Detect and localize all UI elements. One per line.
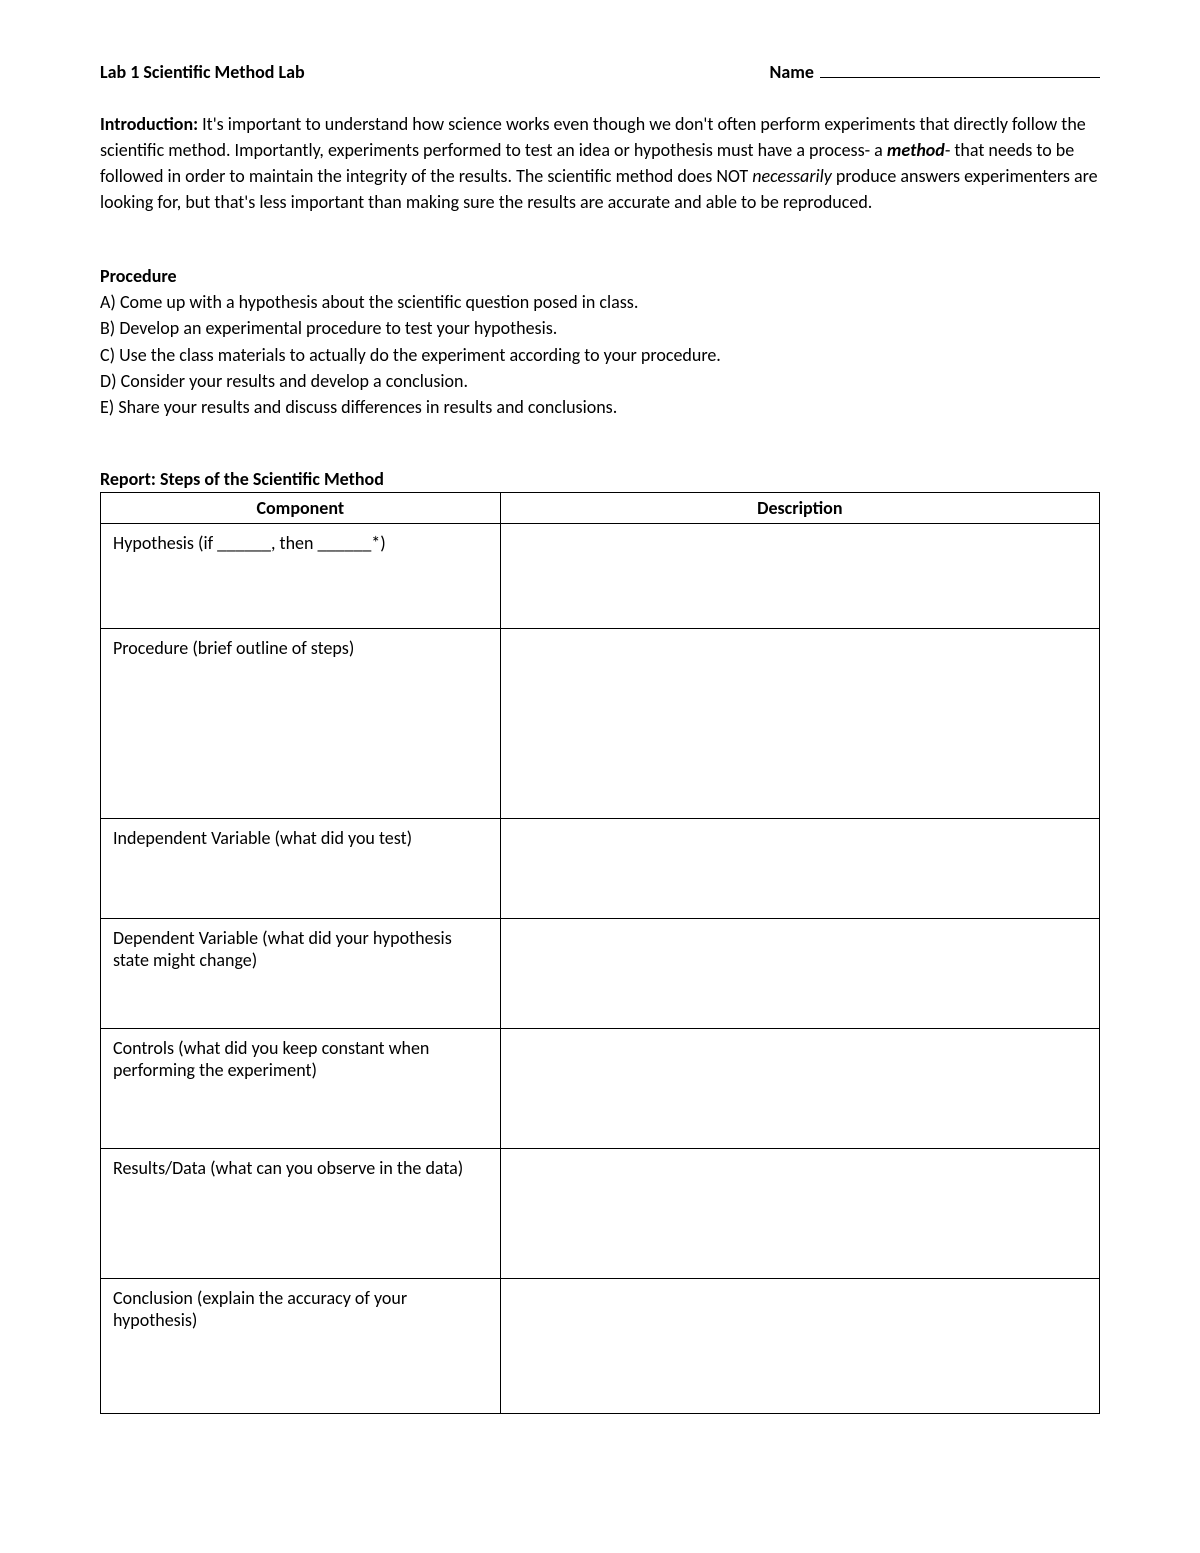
table-cell-description[interactable] [500,1278,1099,1413]
table-cell-component: Controls (what did you keep constant whe… [101,1028,501,1148]
table-row: Conclusion (explain the accuracy of your… [101,1278,1100,1413]
table-cell-description[interactable] [500,628,1099,818]
table-header-row: Component Description [101,492,1100,523]
table-cell-component: Conclusion (explain the accuracy of your… [101,1278,501,1413]
procedure-item: D) Consider your results and develop a c… [100,368,1100,394]
lab-title: Lab 1 Scientific Method Lab [100,61,305,83]
table-cell-description[interactable] [500,523,1099,628]
procedure-item: C) Use the class materials to actually d… [100,342,1100,368]
table-header-component: Component [101,492,501,523]
table-cell-component: Results/Data (what can you observe in th… [101,1148,501,1278]
table-row: Independent Variable (what did you test) [101,818,1100,918]
procedure-item: E) Share your results and discuss differ… [100,394,1100,420]
procedure-item: A) Come up with a hypothesis about the s… [100,289,1100,315]
introduction-necessarily-word: necessarily [752,165,832,187]
header-row: Lab 1 Scientific Method Lab Name [100,60,1100,83]
table-row: Dependent Variable (what did your hypoth… [101,918,1100,1028]
name-field: Name [770,60,1100,83]
table-cell-component: Independent Variable (what did you test) [101,818,501,918]
table-row: Results/Data (what can you observe in th… [101,1148,1100,1278]
table-cell-description[interactable] [500,1148,1099,1278]
table-row: Hypothesis (if ______, then ______*) [101,523,1100,628]
procedure-item: B) Develop an experimental procedure to … [100,315,1100,341]
worksheet-page: Lab 1 Scientific Method Lab Name Introdu… [0,0,1200,1494]
table-cell-component: Dependent Variable (what did your hypoth… [101,918,501,1028]
report-table: Component Description Hypothesis (if ___… [100,492,1100,1414]
name-input-line[interactable] [820,60,1100,78]
table-cell-component: Hypothesis (if ______, then ______*) [101,523,501,628]
table-row: Procedure (brief outline of steps) [101,628,1100,818]
table-cell-description[interactable] [500,1028,1099,1148]
introduction-paragraph: Introduction: It's important to understa… [100,111,1100,215]
introduction-label: Introduction: [100,113,198,135]
procedure-heading: Procedure [100,265,1100,287]
introduction-method-word: method [887,139,945,161]
procedure-list: A) Come up with a hypothesis about the s… [100,289,1100,419]
report-table-body: Hypothesis (if ______, then ______*)Proc… [101,523,1100,1413]
table-header-description: Description [500,492,1099,523]
name-label: Name [770,61,814,83]
table-row: Controls (what did you keep constant whe… [101,1028,1100,1148]
table-cell-component: Procedure (brief outline of steps) [101,628,501,818]
table-cell-description[interactable] [500,818,1099,918]
report-heading: Report: Steps of the Scientific Method [100,468,1100,490]
table-cell-description[interactable] [500,918,1099,1028]
